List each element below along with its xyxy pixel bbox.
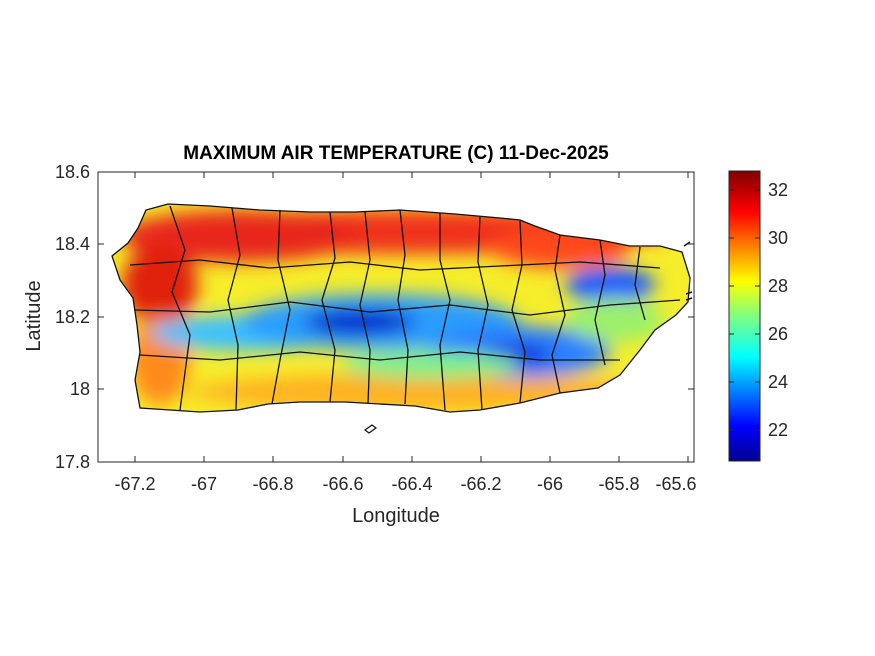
colorbar-tick-label: 32: [768, 180, 788, 200]
colorbar-tick-label: 24: [768, 372, 788, 392]
warm-north-west: [120, 210, 360, 262]
x-tick-label: -66.8: [252, 474, 293, 494]
temperature-field: [112, 204, 690, 412]
y-axis: 18.6 18.4 18.2 18 17.8 Latitude: [23, 162, 694, 472]
cool-northeast: [565, 267, 655, 303]
y-axis-label: Latitude: [23, 280, 45, 351]
cold-core: [305, 310, 415, 334]
x-tick-label: -66.2: [460, 474, 501, 494]
colorbar-tick-label: 28: [768, 276, 788, 296]
warm-west: [122, 245, 198, 325]
x-tick-label: -67.2: [114, 474, 155, 494]
colorbar-gradient: [728, 170, 761, 462]
x-axis-label: Longitude: [352, 505, 440, 527]
coastal-islets: [683, 241, 693, 301]
colorbar: 32 30 28 26 24 22: [728, 170, 788, 462]
municipality-boundaries: [111, 203, 691, 413]
colorbar-tick-label: 26: [768, 324, 788, 344]
y-tick-label: 18: [70, 379, 90, 399]
x-tick-label: -65.6: [655, 474, 696, 494]
x-tick-label: -66.6: [322, 474, 363, 494]
x-tick-label: -67: [191, 474, 217, 494]
y-tick-label: 17.8: [55, 452, 90, 472]
caja-de-muertos-island: [363, 424, 378, 434]
mild-east: [565, 298, 665, 342]
y-tick-label: 18.4: [55, 234, 90, 254]
colorbar-tick-label: 30: [768, 228, 788, 248]
mild-central-south: [340, 351, 520, 379]
x-axis: -67.2 -67 -66.8 -66.6 -66.4 -66.2 -66 -6…: [114, 172, 697, 527]
y-tick-label: 18.2: [55, 307, 90, 327]
chart-title: MAXIMUM AIR TEMPERATURE (C) 11-Dec-2025: [183, 143, 609, 164]
x-tick-label: -66.4: [391, 474, 432, 494]
y-tick-label: 18.6: [55, 162, 90, 182]
x-tick-label: -66: [537, 474, 563, 494]
colorbar-tick-label: 22: [768, 420, 788, 440]
x-tick-label: -65.8: [598, 474, 639, 494]
